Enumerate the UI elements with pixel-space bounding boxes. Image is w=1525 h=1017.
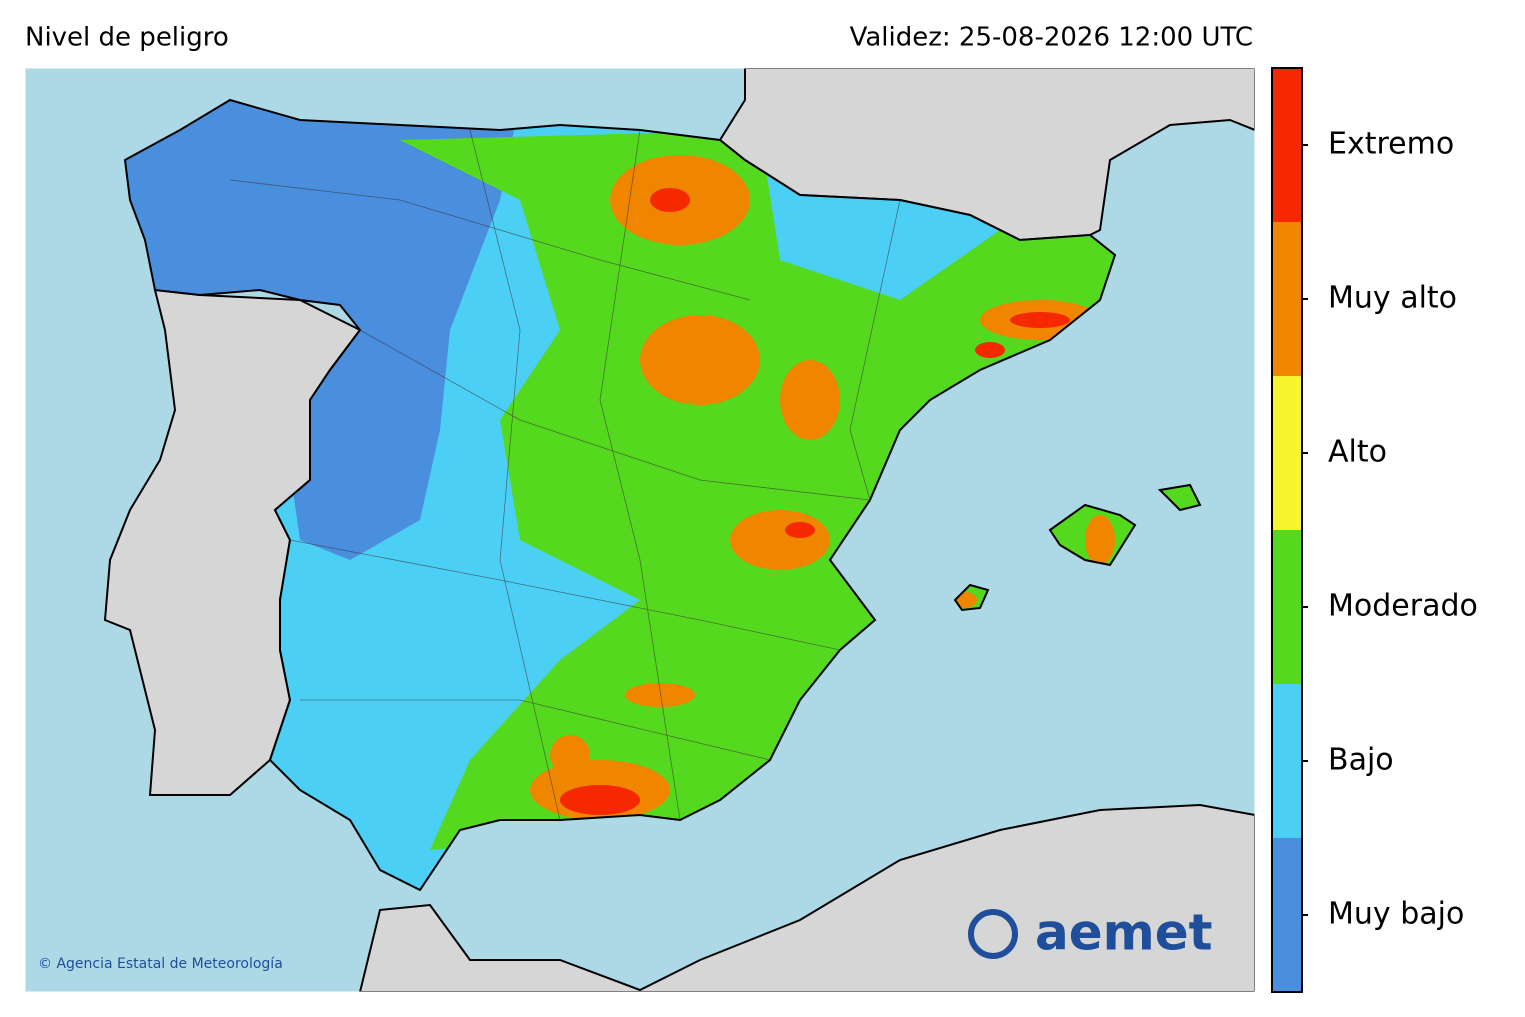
hazard-zone bbox=[1010, 312, 1070, 328]
hazard-zone bbox=[550, 735, 590, 775]
legend-label: Extremo bbox=[1328, 127, 1454, 162]
legend-border bbox=[1271, 67, 1303, 993]
legend-swatch bbox=[1272, 684, 1302, 838]
africa bbox=[358, 803, 1255, 992]
legend-label: Alto bbox=[1328, 435, 1387, 470]
validity: Validez: 25-08-2026 12:00 UTC bbox=[850, 23, 1253, 53]
colorbar: Muy bajo Bajo Moderado Alto Muy alto Extremo bbox=[1271, 67, 1478, 993]
hazard-zone bbox=[650, 540, 750, 580]
legend-label: Muy alto bbox=[1328, 281, 1457, 316]
hazard-zone bbox=[780, 360, 840, 440]
legend-swatch bbox=[1272, 376, 1302, 530]
hazard-zone bbox=[1085, 515, 1115, 565]
hazard-zone bbox=[720, 400, 800, 520]
hazard-zone bbox=[625, 683, 695, 707]
legend-swatch bbox=[1272, 222, 1302, 376]
hazard-zone bbox=[785, 522, 815, 538]
logo-text: aemet bbox=[1035, 904, 1213, 962]
legend-swatch bbox=[1272, 68, 1302, 222]
copyright: © Agencia Estatal de Meteorología bbox=[38, 956, 283, 972]
legend-swatch bbox=[1272, 530, 1302, 684]
map-frame bbox=[24, 67, 1256, 993]
hazard-zone bbox=[730, 510, 830, 570]
province-borders bbox=[229, 129, 901, 821]
legend-label: Muy bajo bbox=[1328, 897, 1464, 932]
hazard-zone bbox=[640, 315, 760, 405]
hazard-zone bbox=[650, 188, 690, 212]
coastline bbox=[123, 98, 1202, 892]
legend-label: Bajo bbox=[1328, 743, 1394, 778]
logo: aemet bbox=[968, 904, 1213, 962]
map-title: Nivel de peligro bbox=[25, 23, 229, 53]
map: © Agencia Estatal de Meteorología aemet bbox=[25, 68, 1255, 992]
hazard-zone bbox=[975, 342, 1005, 358]
hazard-zone bbox=[560, 785, 640, 815]
legend-label: Moderado bbox=[1328, 589, 1478, 624]
legend-swatch bbox=[1272, 838, 1302, 992]
